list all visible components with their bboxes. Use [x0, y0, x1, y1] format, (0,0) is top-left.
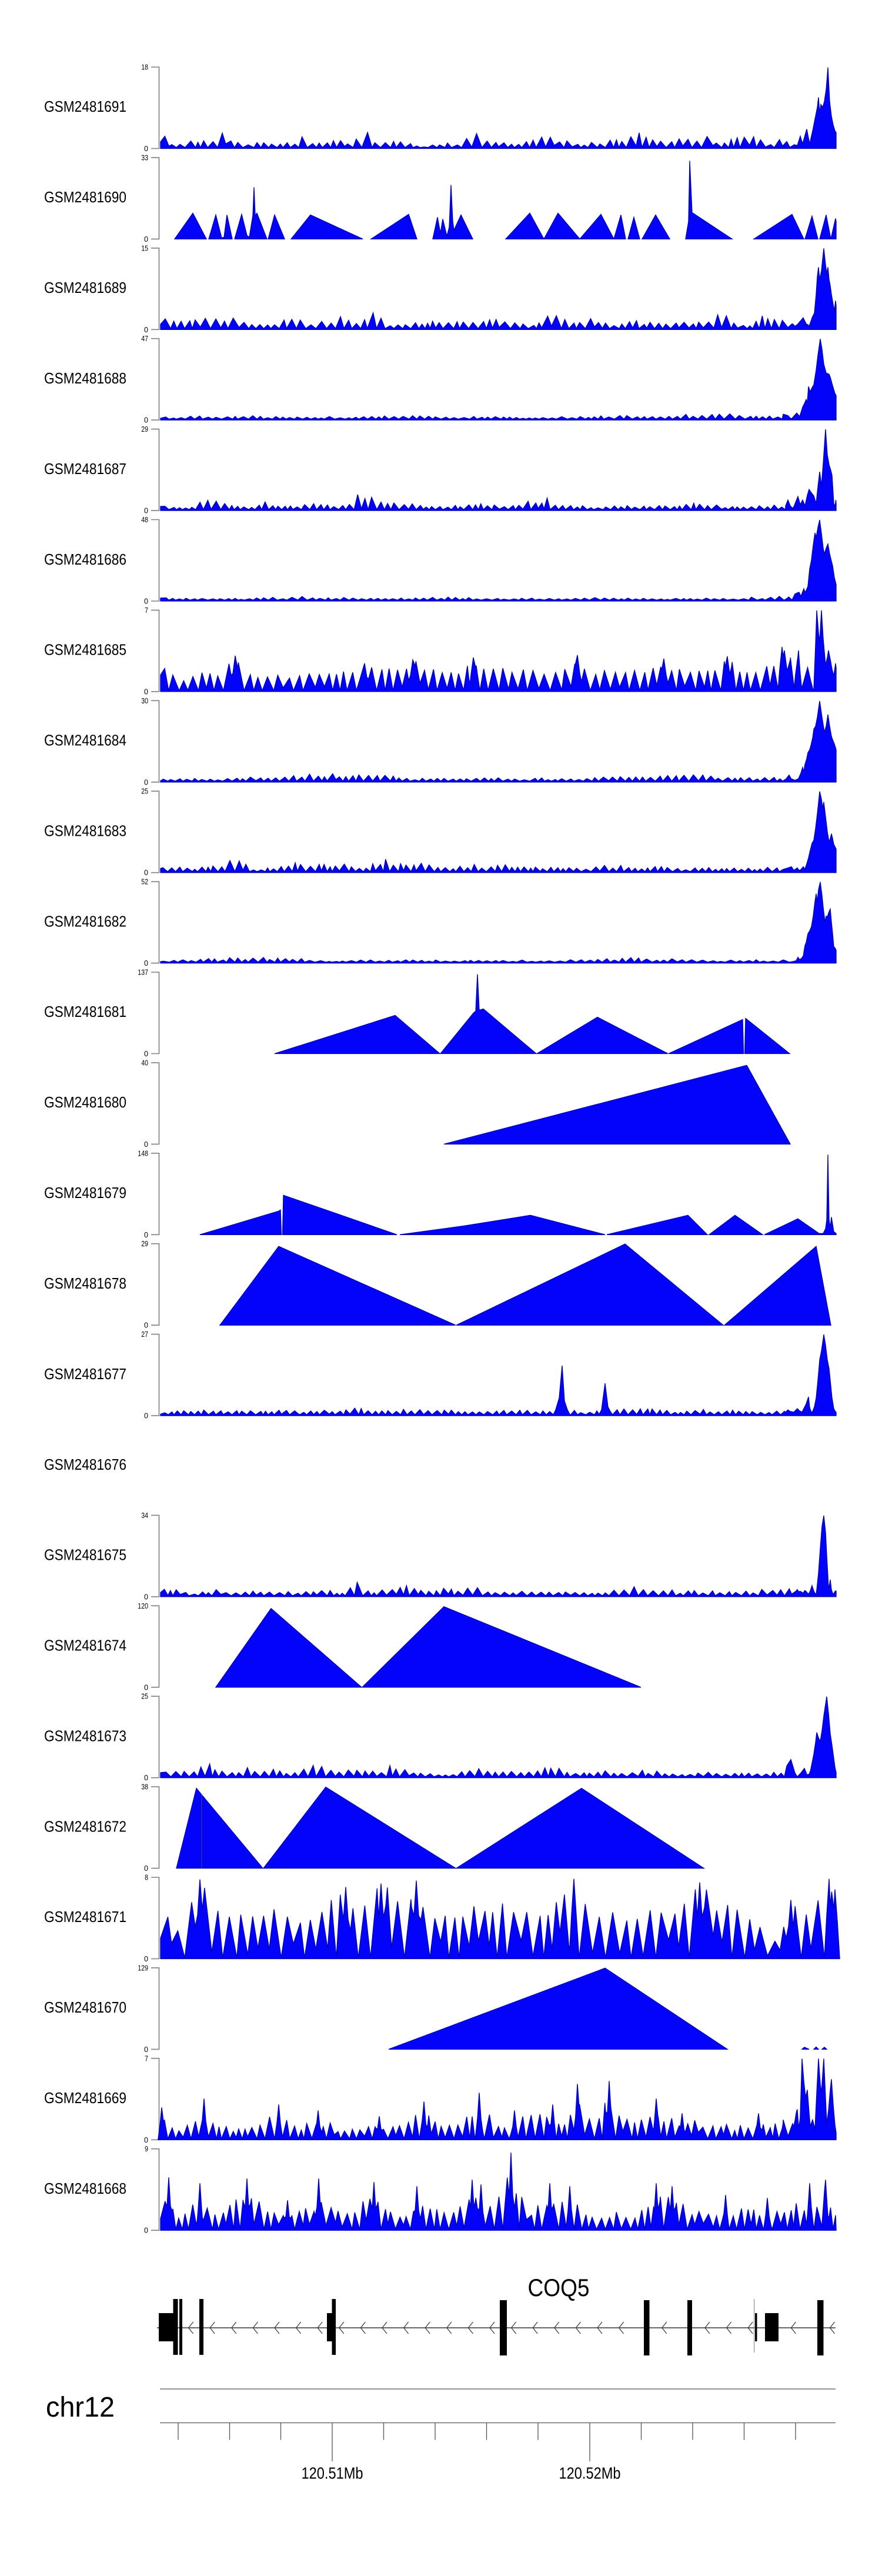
svg-text:0: 0	[144, 1050, 148, 1058]
svg-text:7: 7	[145, 2054, 148, 2063]
svg-text:0: 0	[144, 416, 148, 425]
svg-text:GSM2481681: GSM2481681	[44, 1003, 126, 1020]
svg-text:120.52Mb: 120.52Mb	[559, 2464, 621, 2482]
svg-text:0: 0	[144, 2227, 148, 2235]
svg-text:GSM2481689: GSM2481689	[44, 279, 126, 296]
svg-text:52: 52	[141, 878, 148, 886]
svg-text:129: 129	[138, 1964, 148, 1972]
svg-text:38: 38	[141, 1783, 148, 1791]
svg-text:GSM2481679: GSM2481679	[44, 1184, 126, 1202]
svg-text:0: 0	[144, 1774, 148, 1782]
svg-text:0: 0	[144, 2046, 148, 2054]
svg-text:GSM2481668: GSM2481668	[44, 2180, 126, 2197]
svg-text:GSM2481674: GSM2481674	[44, 1637, 126, 1654]
svg-text:GSM2481678: GSM2481678	[44, 1274, 126, 1292]
svg-text:chr12: chr12	[46, 2392, 115, 2423]
svg-text:0: 0	[144, 1231, 148, 1239]
svg-text:GSM2481688: GSM2481688	[44, 369, 126, 387]
svg-text:0: 0	[144, 688, 148, 696]
svg-text:7: 7	[145, 606, 148, 615]
svg-text:0: 0	[144, 2136, 148, 2144]
svg-text:40: 40	[141, 1059, 148, 1067]
svg-text:GSM2481682: GSM2481682	[44, 912, 126, 930]
svg-text:GSM2481684: GSM2481684	[44, 732, 126, 749]
svg-text:GSM2481676: GSM2481676	[44, 1456, 126, 1473]
svg-text:0: 0	[144, 778, 148, 786]
svg-text:25: 25	[141, 788, 148, 796]
svg-text:34: 34	[141, 1511, 148, 1520]
svg-text:GSM2481683: GSM2481683	[44, 822, 126, 840]
svg-text:GSM2481685: GSM2481685	[44, 641, 126, 659]
svg-text:GSM2481673: GSM2481673	[44, 1727, 126, 1745]
svg-text:120: 120	[138, 1602, 148, 1610]
svg-text:0: 0	[144, 1864, 148, 1873]
svg-text:27: 27	[141, 1330, 148, 1339]
svg-text:29: 29	[141, 1240, 148, 1248]
svg-text:GSM2481690: GSM2481690	[44, 188, 126, 206]
svg-text:137: 137	[138, 969, 148, 977]
svg-text:0: 0	[144, 598, 148, 606]
svg-text:0: 0	[144, 235, 148, 243]
svg-text:30: 30	[141, 697, 148, 705]
svg-text:0: 0	[144, 1683, 148, 1691]
svg-text:GSM2481672: GSM2481672	[44, 1817, 126, 1835]
svg-text:GSM2481671: GSM2481671	[44, 1908, 126, 1926]
svg-text:33: 33	[141, 154, 148, 162]
svg-text:0: 0	[144, 145, 148, 153]
svg-text:15: 15	[141, 244, 148, 252]
svg-text:9: 9	[145, 2145, 148, 2153]
svg-text:GSM2481669: GSM2481669	[44, 2089, 126, 2107]
svg-text:0: 0	[144, 1322, 148, 1330]
svg-text:0: 0	[144, 1955, 148, 1963]
svg-text:GSM2481670: GSM2481670	[44, 1998, 126, 2016]
svg-text:0: 0	[144, 507, 148, 515]
svg-text:COQ5: COQ5	[528, 2274, 590, 2301]
svg-text:GSM2481675: GSM2481675	[44, 1546, 126, 1564]
svg-text:0: 0	[144, 1412, 148, 1420]
svg-text:GSM2481691: GSM2481691	[44, 98, 126, 115]
svg-text:0: 0	[144, 869, 148, 877]
svg-text:120.51Mb: 120.51Mb	[302, 2464, 363, 2482]
svg-text:0: 0	[144, 959, 148, 967]
svg-text:GSM2481677: GSM2481677	[44, 1365, 126, 1383]
svg-text:0: 0	[144, 1593, 148, 1601]
svg-text:29: 29	[141, 425, 148, 433]
svg-text:0: 0	[144, 326, 148, 334]
svg-text:25: 25	[141, 1693, 148, 1701]
svg-text:18: 18	[141, 64, 148, 72]
svg-text:GSM2481686: GSM2481686	[44, 550, 126, 568]
svg-text:8: 8	[145, 1874, 148, 1882]
svg-text:47: 47	[141, 335, 148, 343]
svg-text:148: 148	[138, 1149, 148, 1157]
svg-text:GSM2481680: GSM2481680	[44, 1093, 126, 1111]
svg-text:0: 0	[144, 1140, 148, 1149]
svg-text:GSM2481687: GSM2481687	[44, 460, 126, 478]
svg-text:48: 48	[141, 516, 148, 524]
